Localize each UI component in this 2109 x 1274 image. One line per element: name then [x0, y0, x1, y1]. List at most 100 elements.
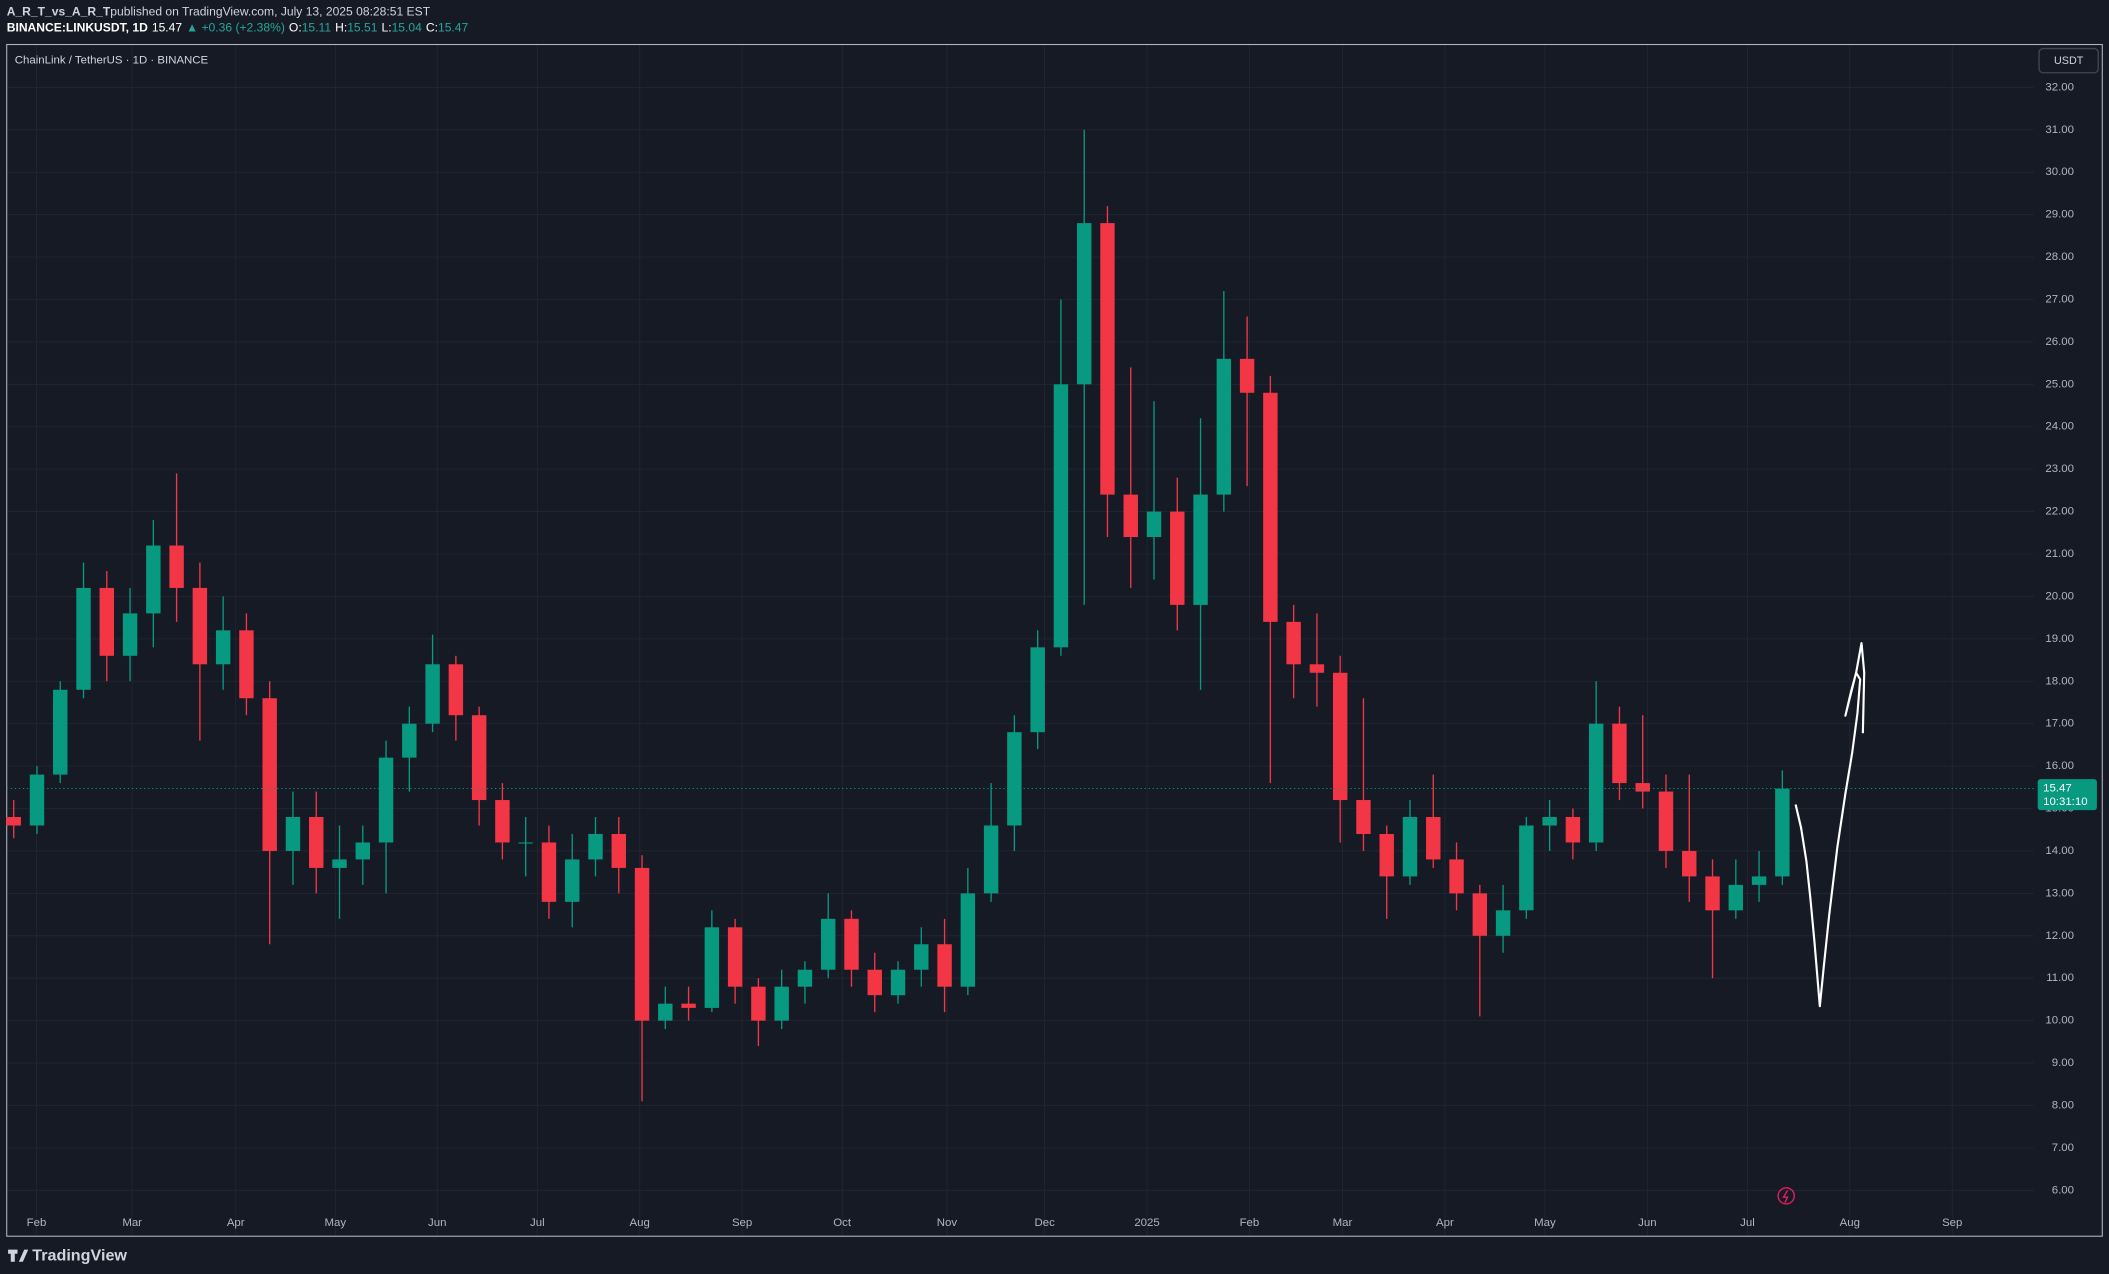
y-tick-label: 14.00 [2045, 845, 2074, 857]
y-tick-label: 19.00 [2045, 633, 2074, 645]
x-tick-label: Jul [530, 1217, 545, 1229]
candle-body [1565, 817, 1581, 843]
candle-body [797, 969, 813, 987]
candle-body [1030, 647, 1045, 733]
y-tick-label: 11.00 [2046, 972, 2074, 984]
hand-drawn-projection [1794, 641, 1866, 1008]
candle-body [1193, 494, 1208, 605]
candle-body [1775, 788, 1790, 877]
chart-title: ChainLink / TetherUS · 1D · BINANCE [15, 55, 209, 67]
candle-body [1286, 621, 1301, 665]
publisher: A_R_T_vs_A_R_T [7, 4, 111, 18]
x-tick-label: Dec [1034, 1217, 1055, 1229]
candle-body [751, 986, 766, 1021]
header-text: H: [335, 21, 347, 35]
candle-body [1495, 910, 1511, 936]
candle-body [681, 1003, 696, 1008]
event-icon-bolt [1782, 1190, 1789, 1203]
y-tick-label: 25.00 [2045, 378, 2074, 390]
x-tick-label: Feb [1240, 1217, 1260, 1229]
candle-body [53, 689, 68, 775]
brand-logo [8, 1249, 29, 1262]
x-tick-label: May [325, 1217, 347, 1229]
y-tick-label: 13.00 [2045, 887, 2074, 899]
candle-body [146, 545, 161, 614]
candle-body [1170, 511, 1185, 605]
header-text: 15.47 [152, 21, 183, 35]
candle-body [1612, 723, 1627, 784]
header-text: C: [426, 21, 438, 35]
symbol-line: BINANCE:LINKUSDT, 1D 15.47 ▲ +0.36 (+2.38%… [7, 21, 469, 35]
y-tick-label: 17.00 [2045, 718, 2074, 730]
candle-body [518, 842, 533, 844]
countdown-label: 10:31:10 [2043, 796, 2087, 808]
y-tick-label: 22.00 [2045, 506, 2074, 518]
x-tick-label: Apr [227, 1217, 245, 1229]
candle-body [1728, 884, 1744, 911]
candle-body [192, 587, 208, 665]
candle-body [983, 825, 999, 894]
x-tick-label: Mar [122, 1217, 142, 1229]
header-text: 15.47 [438, 21, 469, 35]
x-tick-label: Sep [732, 1217, 752, 1229]
candle-body [1076, 223, 1092, 385]
y-tick-label: 23.00 [2045, 463, 2074, 475]
candle-body [1588, 723, 1604, 843]
plot-frame [6, 43, 2103, 1237]
candle-body [1519, 825, 1534, 911]
y-tick-label: 31.00 [2045, 124, 2074, 136]
x-tick-label: Oct [833, 1217, 852, 1229]
candle-body [355, 842, 370, 860]
candle-body [1449, 859, 1464, 894]
header-text: 15.11 [302, 21, 332, 35]
candle-body [1263, 392, 1278, 622]
candle-body [1123, 494, 1138, 538]
y-tick-label: 10.00 [2045, 1015, 2074, 1027]
currency-button[interactable] [2038, 47, 2099, 74]
x-tick-label: Sep [1942, 1217, 1962, 1229]
candle-body [99, 587, 115, 656]
last-price-tag [2037, 779, 2097, 811]
candle-body [960, 893, 976, 987]
y-tick-label: 30.00 [2045, 166, 2074, 178]
candle-body [1239, 358, 1255, 393]
x-tick-label: Jun [428, 1217, 446, 1229]
candle-body [1146, 511, 1162, 538]
candle-body [425, 664, 440, 724]
header-text: ▲ +0.36 (+2.38%) [186, 21, 285, 35]
y-tick-label: 16.00 [2045, 760, 2074, 772]
header-text: O: [289, 21, 302, 35]
candle-body [1007, 732, 1022, 826]
candle-body [565, 859, 580, 902]
y-tick-label: 32.00 [2045, 81, 2074, 93]
y-tick-label: 7.00 [2052, 1142, 2074, 1154]
header-text: 15.04 [392, 21, 423, 35]
x-tick-label: 2025 [1134, 1217, 1159, 1229]
candle-body [1705, 876, 1720, 911]
header-text: L: [381, 21, 391, 35]
x-tick-label: Mar [1333, 1217, 1353, 1229]
candle-body [588, 833, 603, 860]
y-tick-label: 20.00 [2045, 590, 2074, 602]
candle-body [309, 817, 324, 868]
candle-body [844, 918, 859, 970]
candle-body [1216, 358, 1232, 495]
candle-body [1472, 893, 1488, 936]
y-tick-label: 27.00 [2045, 293, 2074, 305]
currency-label[interactable]: USDT [2054, 55, 2084, 67]
candle-body [1682, 850, 1697, 877]
candle-body [448, 664, 464, 716]
candle-body [914, 944, 929, 970]
candle-body [76, 587, 91, 690]
y-tick-label: 18.00 [2045, 675, 2074, 687]
candle-body [262, 698, 277, 851]
candle-body [495, 800, 510, 843]
event-icon[interactable] [1777, 1187, 1795, 1205]
candle-body [890, 969, 906, 996]
y-tick-label: 8.00 [2052, 1099, 2074, 1111]
header-text: BINANCE:LINKUSDT, 1D [7, 21, 148, 35]
candle-body [1309, 664, 1325, 673]
